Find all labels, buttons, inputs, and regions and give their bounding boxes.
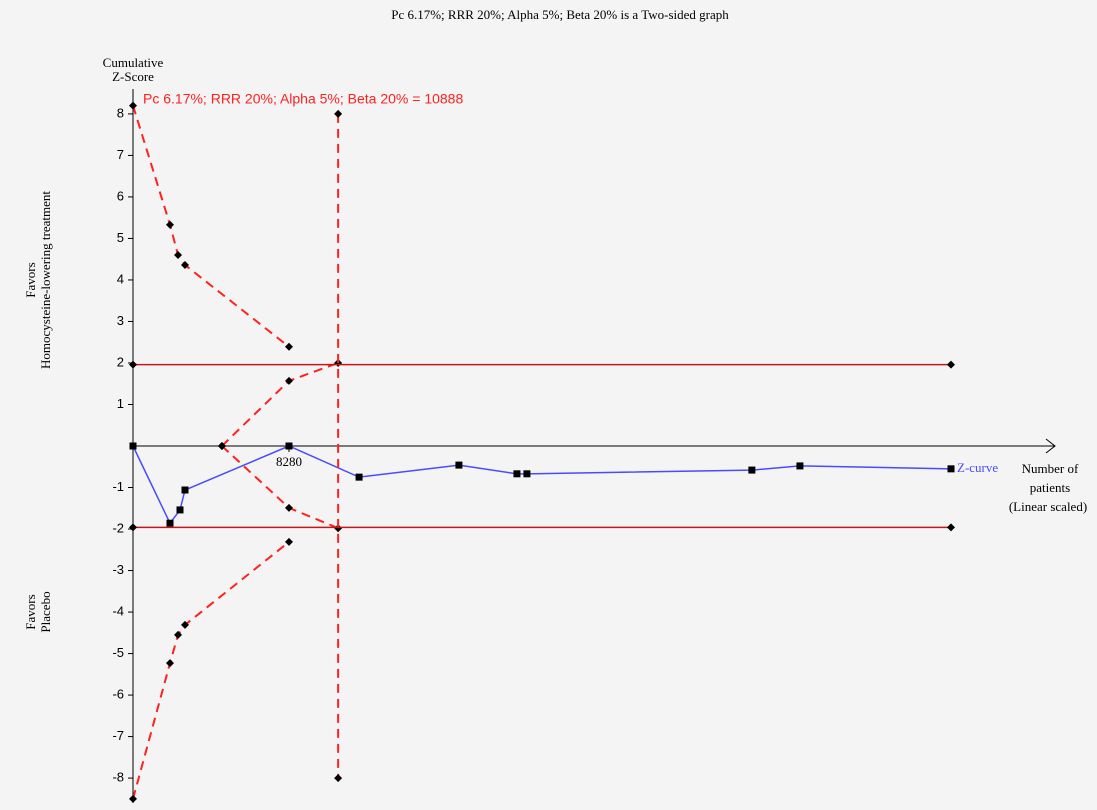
point (284, 537, 293, 546)
y-tick-label: -1 (112, 479, 124, 494)
x-axis-label: Number of (1022, 461, 1079, 476)
side-label: Favors (23, 594, 38, 629)
y-axis-label: Z-Score (112, 69, 154, 84)
point (523, 470, 531, 478)
y-tick-label: 1 (117, 396, 124, 411)
y-tick-label: -7 (112, 728, 124, 743)
y-tick-label: 5 (117, 230, 124, 245)
point (947, 465, 955, 473)
side-label: Placebo (38, 591, 53, 632)
point (513, 470, 521, 478)
point (129, 360, 137, 369)
y-tick-label: -3 (112, 562, 124, 577)
point (166, 519, 174, 527)
point (947, 523, 956, 532)
point (129, 794, 137, 803)
y-tick-label: 3 (117, 313, 124, 328)
x-tick-label: 8280 (276, 454, 302, 469)
point (796, 462, 804, 470)
y-tick-label: -4 (112, 603, 124, 618)
point (355, 473, 363, 481)
point (455, 461, 463, 469)
side-label: Homocysteine-lowering treatment (38, 191, 53, 369)
point (334, 109, 343, 118)
y-tick-label: 2 (117, 354, 124, 369)
series-label: Z-curve (957, 460, 998, 475)
y-tick-label: 7 (117, 147, 124, 162)
point (180, 620, 189, 629)
y-tick-label: -8 (112, 770, 124, 785)
point (176, 506, 184, 514)
y-axis-label: Cumulative (103, 55, 164, 70)
series-line (221, 362, 339, 447)
point (180, 261, 189, 270)
x-axis-label: patients (1030, 480, 1070, 495)
y-tick-label: -6 (112, 687, 124, 702)
x-axis-arrow (1045, 438, 1056, 454)
point (748, 466, 756, 474)
y-tick-label: 4 (117, 271, 124, 286)
annotation: Pc 6.17%; RRR 20%; Alpha 5%; Beta 20% = … (143, 91, 463, 107)
point (166, 659, 175, 668)
point (129, 101, 137, 110)
y-tick-label: 6 (117, 188, 124, 203)
series-line (132, 445, 952, 525)
point (166, 220, 175, 229)
point (181, 486, 189, 494)
point (284, 376, 293, 385)
point (285, 442, 293, 450)
y-tick-label: -5 (112, 645, 124, 660)
point (284, 503, 293, 512)
y-tick-label: -2 (112, 520, 124, 535)
point (947, 360, 956, 369)
point (129, 442, 137, 450)
series-line (132, 541, 290, 800)
point (174, 630, 183, 639)
point (174, 251, 183, 260)
point (284, 342, 293, 351)
x-axis-label: (Linear scaled) (1009, 499, 1087, 514)
series-line (132, 105, 290, 348)
point (129, 523, 137, 532)
point (334, 774, 343, 783)
point (334, 524, 343, 533)
chart-title: Pc 6.17%; RRR 20%; Alpha 5%; Beta 20% is… (391, 7, 729, 22)
point (217, 442, 226, 450)
y-tick-label: 8 (117, 105, 124, 120)
side-label: Favors (23, 262, 38, 297)
